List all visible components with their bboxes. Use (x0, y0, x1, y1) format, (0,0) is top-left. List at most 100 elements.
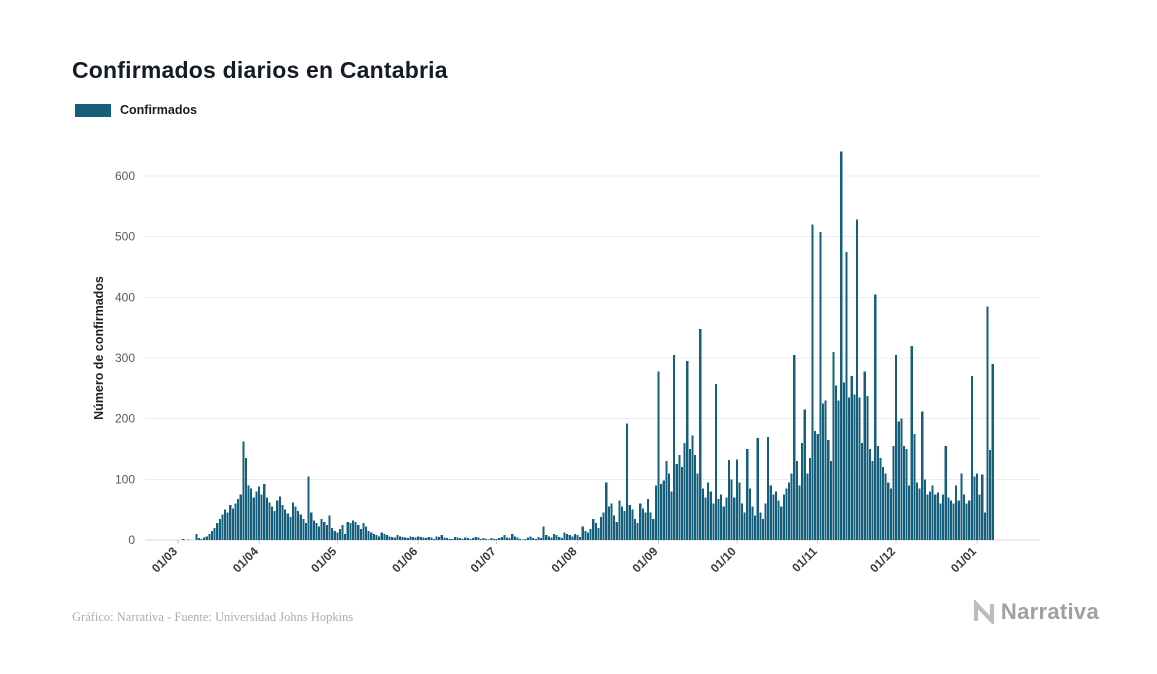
bar (785, 488, 788, 540)
bar (905, 449, 908, 540)
bar (691, 435, 694, 540)
bar (216, 523, 219, 540)
bar (960, 473, 963, 540)
bar (636, 523, 639, 540)
bar (344, 533, 347, 540)
bar (701, 488, 704, 540)
bar (260, 494, 263, 540)
bar (944, 445, 947, 540)
bar (336, 532, 339, 540)
bar (312, 520, 315, 540)
bar (814, 430, 817, 540)
bar (913, 433, 916, 540)
bar (573, 533, 576, 540)
source-credit: Gráfico: Narrativa - Fuente: Universidad… (72, 610, 354, 624)
bar (921, 411, 924, 540)
bar (276, 500, 279, 540)
x-tick-label: 01/06 (389, 544, 420, 575)
bar (278, 496, 281, 540)
bar (378, 536, 381, 540)
x-tick-label: 01/03 (149, 544, 180, 575)
bar (511, 533, 514, 540)
bar (842, 382, 845, 540)
bar (182, 538, 185, 540)
bar (271, 506, 274, 540)
bar (302, 518, 305, 540)
bar (657, 371, 660, 540)
bar (385, 535, 388, 540)
bar (759, 512, 762, 540)
bar (861, 442, 864, 540)
bar (767, 436, 770, 540)
legend-item-confirmados[interactable]: Confirmados (75, 103, 197, 117)
bar (291, 502, 294, 540)
bar (250, 488, 253, 540)
bar (934, 494, 937, 540)
bar (774, 491, 778, 540)
bar (660, 484, 663, 540)
bar (761, 518, 764, 540)
bar (203, 537, 206, 540)
bar (367, 530, 370, 540)
bar (568, 535, 571, 540)
bar (555, 535, 558, 540)
bar (876, 445, 879, 540)
bar (273, 510, 276, 540)
bar (976, 473, 979, 540)
bar (265, 497, 268, 540)
bar (806, 473, 809, 540)
bar (746, 449, 749, 540)
bar (868, 449, 872, 540)
bar (451, 538, 454, 540)
legend-swatch (75, 103, 111, 117)
bar (866, 396, 869, 540)
bar (652, 518, 655, 540)
bar (229, 504, 232, 540)
bar (506, 537, 509, 540)
bar (952, 503, 955, 540)
bar (962, 494, 966, 540)
bar (320, 518, 323, 540)
bar (490, 538, 493, 540)
bar (412, 536, 415, 540)
bar (858, 397, 861, 540)
bar (597, 527, 600, 540)
bar (244, 458, 247, 540)
bar (991, 364, 994, 540)
bar (618, 500, 621, 540)
x-tick-label: 01/01 (948, 544, 979, 575)
bar (516, 537, 519, 540)
bar (537, 536, 540, 540)
bar (855, 219, 858, 540)
x-tick-label: 01/05 (308, 544, 339, 575)
bar (892, 445, 895, 540)
bar (560, 538, 563, 540)
bar (469, 538, 472, 540)
bar (936, 492, 939, 540)
bar (393, 537, 396, 540)
bar (879, 458, 882, 540)
bar (195, 533, 198, 540)
bar (808, 458, 811, 540)
bar (735, 459, 738, 540)
bar (897, 421, 900, 540)
bar (803, 409, 806, 540)
bar (707, 482, 710, 540)
bar (821, 403, 825, 540)
bar (978, 494, 981, 540)
bar (628, 504, 631, 540)
x-tick-label: 01/11 (789, 544, 820, 575)
bar (289, 516, 292, 540)
bar (435, 536, 438, 540)
bar (889, 488, 892, 540)
bar (795, 461, 798, 540)
bar (252, 497, 255, 540)
bar (772, 494, 775, 540)
bar (391, 536, 394, 540)
bar (401, 536, 404, 540)
bar (234, 503, 237, 540)
bar (375, 535, 378, 540)
bar (545, 535, 548, 540)
bar (986, 306, 989, 540)
